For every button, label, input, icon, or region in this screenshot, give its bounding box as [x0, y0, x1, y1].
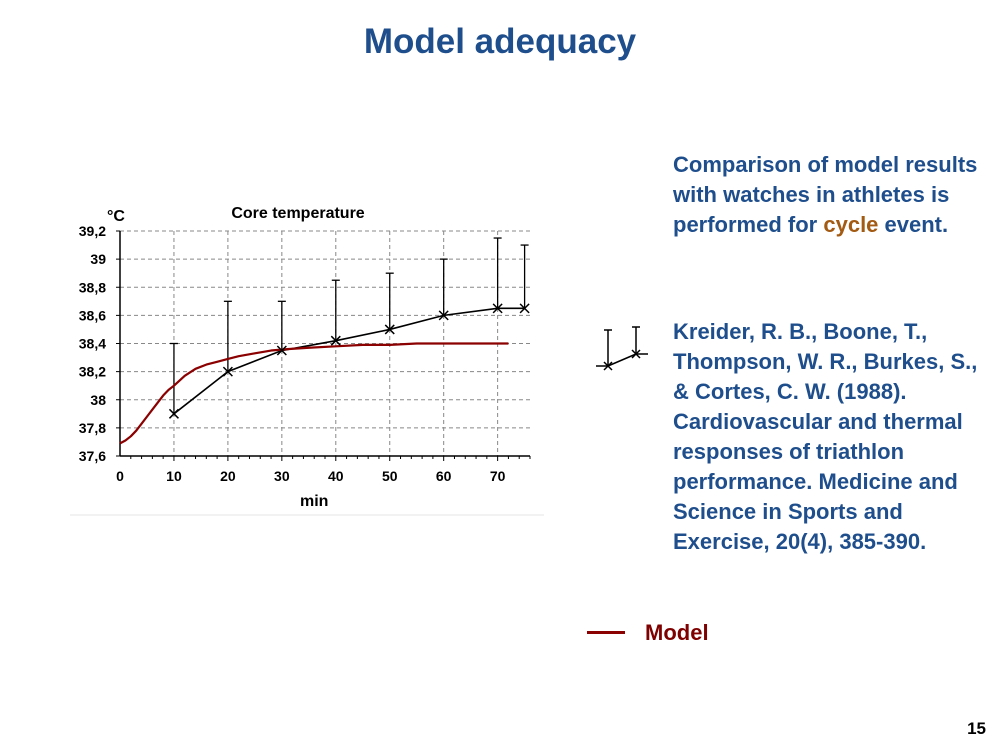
observed-point-marker — [222, 366, 233, 377]
x-tick-label: 50 — [382, 468, 398, 484]
x-tick-label: 0 — [116, 468, 124, 484]
y-tick-label: 37,6 — [79, 448, 106, 464]
x-axis-label: min — [300, 493, 328, 510]
observed-point-marker — [276, 345, 287, 356]
page-number: 15 — [967, 719, 986, 738]
chart-title: Core temperature — [231, 205, 364, 222]
y-tick-label: 38,6 — [79, 307, 106, 323]
model-legend-label: Model — [645, 620, 709, 645]
y-tick-label: 38,4 — [79, 336, 106, 352]
y-tick-label: 38,8 — [79, 279, 106, 295]
observed-point-marker — [330, 335, 341, 346]
model-legend-line — [587, 630, 625, 634]
x-tick-label: 10 — [166, 468, 182, 484]
observed-point-marker — [384, 324, 395, 335]
description-before: Comparison of model results with watches… — [673, 152, 978, 237]
description-text: Comparison of model results with watches… — [673, 150, 983, 240]
description-after: event. — [878, 212, 949, 237]
y-tick-label: 38 — [90, 392, 106, 408]
observed-series-line — [173, 307, 525, 415]
x-tick-label: 20 — [220, 468, 236, 484]
x-tick-label: 40 — [328, 468, 344, 484]
model-legend: Model — [587, 620, 709, 646]
observed-point-marker — [519, 303, 530, 314]
x-tick-label: 60 — [436, 468, 452, 484]
y-tick-label: 37,8 — [79, 420, 106, 436]
observed-marker-icon — [596, 326, 648, 371]
core-temperature-chart: 37,6 37,8 38 38,2 38,4 38,6 38,8 39 39,2 0 10 20 30 4… — [70, 205, 544, 516]
y-tick-label: 39 — [90, 251, 106, 267]
observed-point-marker — [492, 303, 503, 314]
x-tick-label: 30 — [274, 468, 290, 484]
x-tick-label: 70 — [490, 468, 506, 484]
y-tick-label: 39,2 — [79, 223, 106, 239]
slide-title: Model adequacy — [363, 22, 637, 61]
reference-citation: Kreider, R. B., Boone, T., Thompson, W. … — [673, 319, 978, 554]
y-axis-label: °C — [107, 208, 125, 225]
observed-point-marker — [168, 408, 179, 419]
model-series-line — [119, 342, 509, 445]
description-highlight: cycle — [823, 212, 879, 237]
observed-point-marker — [438, 310, 449, 321]
y-tick-label: 38,2 — [79, 364, 106, 380]
